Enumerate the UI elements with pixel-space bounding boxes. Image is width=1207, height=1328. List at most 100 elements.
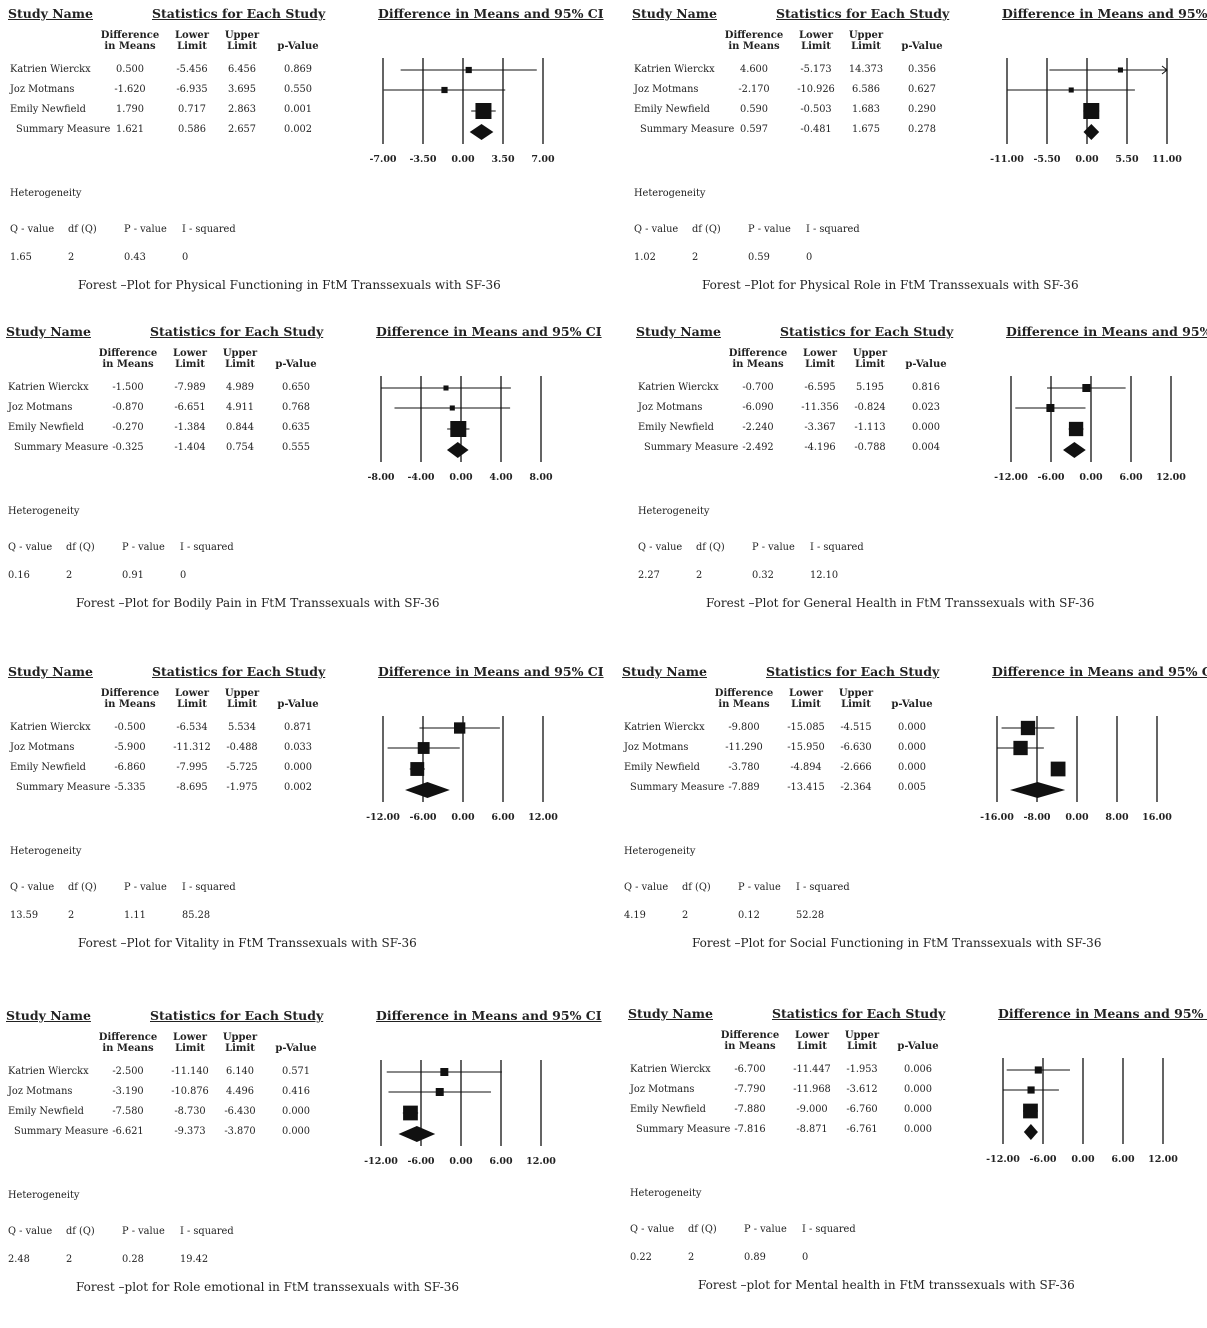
lower-value-cell: -6.595 <box>804 382 836 393</box>
ci-header: Difference in Means and 95% CI <box>992 664 1207 679</box>
het-p-value: 0.89 <box>744 1252 766 1263</box>
summary-diamond <box>1009 782 1066 798</box>
upper-value-cell: -6.430 <box>224 1106 256 1117</box>
p-value-cell: 0.000 <box>281 1126 311 1137</box>
upper-value-cell: -0.824 <box>854 402 886 413</box>
p-value-cell: 0.005 <box>897 782 927 793</box>
ci-header: Difference in Means and 95% CI <box>378 664 604 679</box>
p-value-cell: 0.000 <box>911 422 941 433</box>
effect-marker <box>1023 1103 1038 1119</box>
het-q-value: 0.16 <box>8 570 30 581</box>
study-name-cell: Katrien Wierckx <box>8 382 89 393</box>
lower-value-cell: -13.415 <box>787 782 825 793</box>
diff-col-header: Difference in Means <box>100 688 160 710</box>
forest-plot-svg: -16.00 -8.00 0.00 8.00 16.00 <box>980 716 1172 823</box>
upper-value-cell: 0.844 <box>225 422 255 433</box>
effect-marker <box>1050 761 1066 777</box>
upper-value-cell: -0.788 <box>854 442 886 453</box>
het-q-value: 2.27 <box>638 570 660 581</box>
upper-value-cell: -1.975 <box>226 782 258 793</box>
lower-value-cell: -5.173 <box>800 64 832 75</box>
x-tick-label: 5.50 <box>1115 154 1139 165</box>
diff-value-cell: 1.790 <box>115 104 145 115</box>
lower-value-cell: -11.356 <box>801 402 839 413</box>
het-i2-value: 85.28 <box>182 910 211 921</box>
study-name-cell: Summary Measure <box>636 1124 731 1135</box>
stats-header: Statistics for Each Study <box>150 324 324 339</box>
het-df-label: df (Q) <box>682 882 711 893</box>
lower-col-header-line1: Lower <box>173 1032 207 1043</box>
p-value-cell: 0.002 <box>283 124 313 135</box>
ci-header: Difference in Means and 95% CI <box>1006 324 1207 339</box>
upper-value-cell: 4.989 <box>225 382 255 393</box>
study-name-cell: Katrien Wierckx <box>10 64 91 75</box>
lower-value-cell: -10.876 <box>171 1086 209 1097</box>
effect-marker <box>465 66 472 74</box>
study-name-cell: Joz Motmans <box>630 1084 695 1095</box>
stats-header: Statistics for Each Study <box>780 324 954 339</box>
upper-col-header-line2: Limit <box>855 359 885 370</box>
lower-value-cell: -8.695 <box>176 782 208 793</box>
het-i2-label: I - squared <box>802 1224 856 1235</box>
study-name-cell: Katrien Wierckx <box>624 722 705 733</box>
summary-diamond <box>1023 1124 1038 1140</box>
lower-value-cell: -11.312 <box>173 742 211 753</box>
diff-col-header-line2: in Means <box>724 1041 776 1052</box>
forest-panel: Study Name Statistics for Each Study Diffe… <box>630 6 1207 326</box>
p-value-cell: 0.002 <box>283 782 313 793</box>
het-p-value: 0.28 <box>122 1254 144 1265</box>
diff-col-header-line2: in Means <box>102 359 154 370</box>
effect-marker <box>443 385 449 391</box>
plot-caption: Forest –Plot for Social Functioning in F… <box>692 936 1102 950</box>
forest-plot-svg: -12.00 -6.00 0.00 6.00 12.00 <box>994 376 1186 483</box>
study-name-header: Study Name <box>6 324 91 339</box>
upper-col-header-line1: Upper <box>222 348 258 359</box>
ci-arrow <box>1161 65 1168 75</box>
study-name-cell: Katrien Wierckx <box>630 1064 711 1075</box>
p-value-cell: 0.000 <box>897 722 927 733</box>
upper-value-cell: -3.612 <box>846 1084 878 1095</box>
study-name-cell: Katrien Wierckx <box>638 382 719 393</box>
diff-value-cell: -1.620 <box>114 84 146 95</box>
diff-col-header-line1: Difference <box>724 30 784 41</box>
upper-col-header: Upper Limit <box>210 1032 270 1054</box>
lower-col-header-line1: Lower <box>175 688 209 699</box>
het-q-value: 13.59 <box>10 910 39 921</box>
diff-col-header-line2: in Means <box>718 699 770 710</box>
p-value-cell: 0.571 <box>281 1066 311 1077</box>
plot-caption: Forest –Plot for Physical Role in FtM Tr… <box>702 278 1079 292</box>
upper-value-cell: 6.140 <box>225 1066 255 1077</box>
x-tick-label: -12.00 <box>364 1156 398 1167</box>
lower-col-header-line2: Limit <box>797 1041 827 1052</box>
diff-col-header-line2: in Means <box>102 1043 154 1054</box>
plot-caption: Forest –Plot for Physical Functioning in… <box>78 278 501 292</box>
het-df-label: df (Q) <box>68 224 97 235</box>
het-df-label: df (Q) <box>696 542 725 553</box>
lower-col-header: Lower Limit <box>782 1030 842 1052</box>
upper-col-header-line1: Upper <box>224 688 260 699</box>
diff-col-header: Difference in Means <box>98 1032 158 1054</box>
lower-col-header-line2: Limit <box>177 699 207 710</box>
diff-value-cell: -0.870 <box>112 402 144 413</box>
study-name-header: Study Name <box>8 6 93 21</box>
study-name-cell: Emily Newfield <box>10 104 86 115</box>
lower-value-cell: 0.717 <box>177 104 207 115</box>
upper-col-header: Upper Limit <box>212 30 272 52</box>
het-df-value: 2 <box>688 1252 695 1263</box>
p-value-cell: 0.023 <box>911 402 941 413</box>
p-value-cell: 0.290 <box>907 104 937 115</box>
lower-col-header: Lower Limit <box>162 688 222 710</box>
het-q-label: Q - value <box>634 224 679 235</box>
x-tick-label: -3.50 <box>409 154 436 165</box>
diff-col-header-line1: Difference <box>714 688 774 699</box>
diff-value-cell: -2.240 <box>742 422 774 433</box>
het-q-label: Q - value <box>8 1226 53 1237</box>
upper-value-cell: 6.586 <box>851 84 881 95</box>
x-tick-label: 12.00 <box>1156 472 1186 483</box>
forest-panel: Study Name Statistics for Each Study Diffe… <box>4 1008 602 1328</box>
upper-col-header-line2: Limit <box>851 41 881 52</box>
effect-marker <box>403 1105 418 1121</box>
lower-value-cell: -15.085 <box>787 722 825 733</box>
diff-col-header-line2: in Means <box>732 359 784 370</box>
upper-value-cell: 1.675 <box>851 124 881 135</box>
